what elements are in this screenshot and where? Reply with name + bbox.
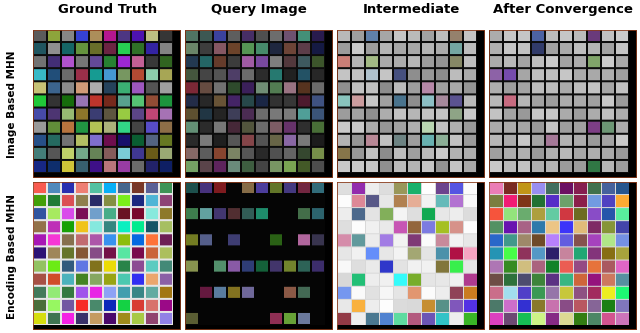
Text: Image Based MHN: Image Based MHN bbox=[6, 50, 17, 158]
Text: Ground Truth: Ground Truth bbox=[58, 3, 157, 16]
Text: After Convergence: After Convergence bbox=[493, 3, 633, 16]
Text: Intermediate: Intermediate bbox=[362, 3, 460, 16]
Text: Encoding Based MHN: Encoding Based MHN bbox=[6, 194, 17, 319]
Text: Query Image: Query Image bbox=[211, 3, 307, 16]
